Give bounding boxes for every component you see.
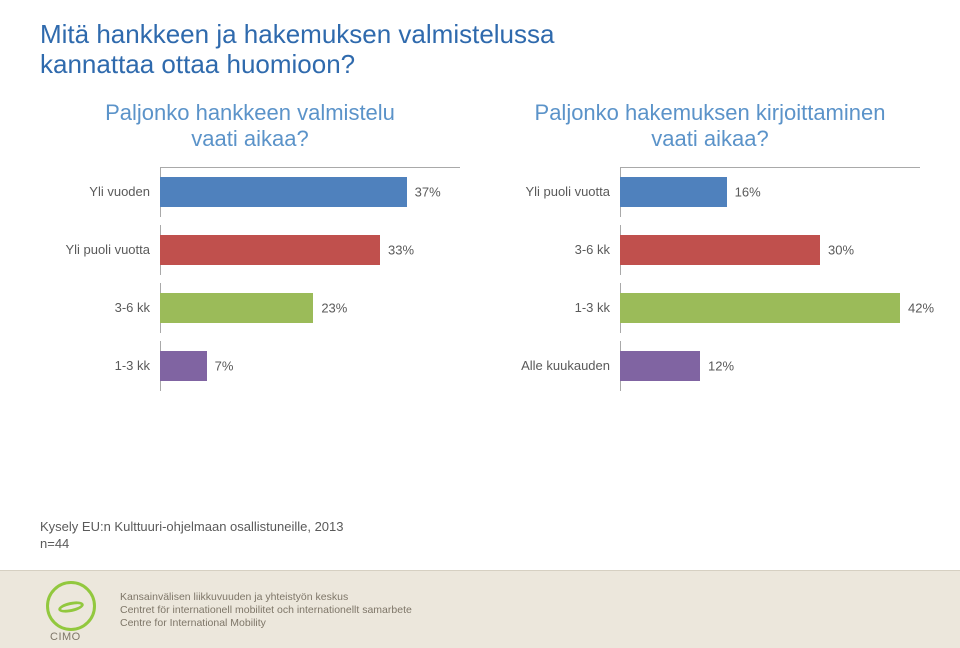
bar-value: 16% — [735, 184, 761, 199]
source-note: Kysely EU:n Kulttuuri-ohjelmaan osallist… — [40, 519, 344, 553]
chart-row: Yli vuoden 37% — [40, 173, 460, 211]
bar-value: 23% — [321, 300, 347, 315]
bar — [620, 351, 700, 381]
category-label: Yli vuoden — [40, 184, 160, 199]
bar-wrap: 33% — [160, 235, 460, 265]
title-line-1: Mitä hankkeen ja hakemuksen valmisteluss… — [40, 19, 554, 49]
cimo-logo: CIMO — [40, 579, 102, 641]
category-label: Yli puoli vuotta — [500, 184, 620, 199]
bar-value: 7% — [215, 358, 234, 373]
bar-value: 42% — [908, 300, 934, 315]
category-label: Yli puoli vuotta — [40, 242, 160, 257]
chart-row: Alle kuukauden 12% — [500, 347, 920, 385]
subtitle-left-line-1: Paljonko hankkeen valmistelu — [105, 100, 395, 125]
bar — [620, 293, 900, 323]
bar-value: 37% — [415, 184, 441, 199]
footer-lines: Kansainvälisen liikkuvuuden ja yhteistyö… — [120, 591, 412, 629]
footer-line-1: Kansainvälisen liikkuvuuden ja yhteistyö… — [120, 591, 412, 603]
subtitle-right: Paljonko hakemuksen kirjoittaminen vaati… — [500, 100, 920, 153]
subtitle-right-line-2: vaati aikaa? — [651, 126, 768, 151]
page: Mitä hankkeen ja hakemuksen valmisteluss… — [0, 0, 960, 648]
chart-row: Yli puoli vuotta 33% — [40, 231, 460, 269]
chart-right: Yli puoli vuotta 16% 3-6 kk 30% 1-3 kk42% All… — [500, 173, 920, 385]
subtitle-right-line-1: Paljonko hakemuksen kirjoittaminen — [535, 100, 886, 125]
chart-row: Yli puoli vuotta 16% — [500, 173, 920, 211]
bar — [160, 177, 407, 207]
bar-value: 30% — [828, 242, 854, 257]
subtitle-left-line-2: vaati aikaa? — [191, 126, 308, 151]
bar-wrap: 12% — [620, 351, 920, 381]
chart-row: 1-3 kk42% — [500, 289, 920, 327]
footer-line-3: Centre for International Mobility — [120, 617, 412, 629]
source-line-2: n=44 — [40, 536, 69, 551]
source-line-1: Kysely EU:n Kulttuuri-ohjelmaan osallist… — [40, 519, 344, 534]
bar-value: 12% — [708, 358, 734, 373]
subtitles: Paljonko hankkeen valmistelu vaati aikaa… — [40, 100, 920, 153]
subtitle-left: Paljonko hankkeen valmistelu vaati aikaa… — [40, 100, 460, 153]
bar-value: 33% — [388, 242, 414, 257]
chart-row: 1-3 kk 7% — [40, 347, 460, 385]
footer-line-2: Centret för internationell mobilitet och… — [120, 604, 412, 616]
bar — [620, 177, 727, 207]
bar — [160, 351, 207, 381]
category-label: 3-6 kk — [500, 242, 620, 257]
bar-wrap: 30% — [620, 235, 920, 265]
chart-row: 3-6 kk 30% — [500, 231, 920, 269]
category-label: 3-6 kk — [40, 300, 160, 315]
page-title: Mitä hankkeen ja hakemuksen valmisteluss… — [40, 20, 920, 80]
bar — [160, 235, 380, 265]
bar — [160, 293, 313, 323]
logo-text: CIMO — [50, 631, 81, 643]
bar-wrap: 23% — [160, 293, 460, 323]
bar — [620, 235, 820, 265]
bar-wrap: 42% — [620, 293, 920, 323]
chart-row: 3-6 kk 23% — [40, 289, 460, 327]
chart-left: Yli vuoden 37% Yli puoli vuotta 33% 3-6 kk 23… — [40, 173, 460, 385]
category-label: Alle kuukauden — [500, 358, 620, 373]
category-label: 1-3 kk — [40, 358, 160, 373]
bar-wrap: 7% — [160, 351, 460, 381]
bar-wrap: 16% — [620, 177, 920, 207]
charts-container: Yli vuoden 37% Yli puoli vuotta 33% 3-6 kk 23… — [40, 173, 920, 385]
title-line-2: kannattaa ottaa huomioon? — [40, 49, 355, 79]
category-label: 1-3 kk — [500, 300, 620, 315]
footer: CIMO Kansainvälisen liikkuvuuden ja yhte… — [0, 570, 960, 648]
bar-wrap: 37% — [160, 177, 460, 207]
